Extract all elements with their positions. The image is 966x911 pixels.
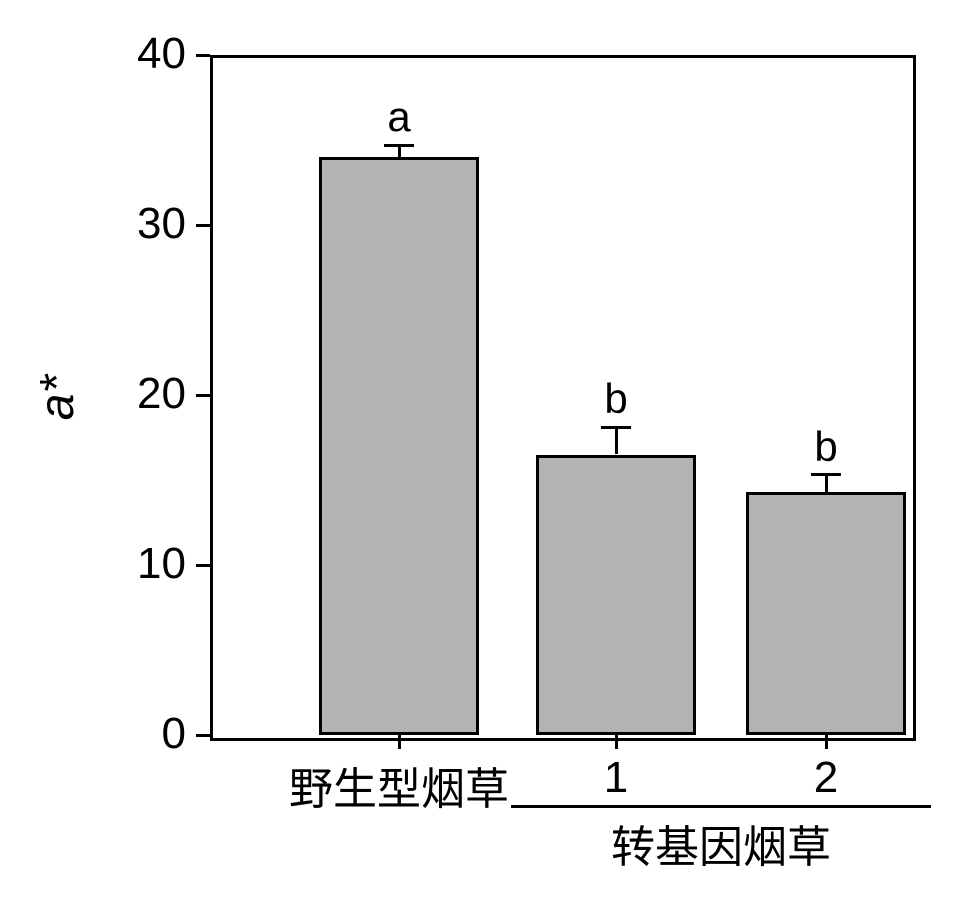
y-tick-mark [196,224,210,227]
significance-letter: b [586,375,646,423]
y-tick-mark [196,54,210,57]
y-axis-label: a* [30,375,85,420]
significance-letter: a [369,93,429,141]
x-axis-label: 2 [786,753,866,803]
group-underline [511,805,931,808]
y-tick-mark [196,564,210,567]
chart-container: a* 0 10 20 30 40 a b b 野生型烟草 1 2 转基因烟草 [0,0,966,911]
error-bar-cap [811,473,841,476]
x-axis-group-label: 转基因烟草 [591,811,851,875]
y-tick-mark [196,394,210,397]
error-bar-cap [384,144,414,147]
x-axis-label: 1 [576,753,656,803]
bar-wild-type [319,157,479,735]
bar-transgenic-1 [536,455,696,736]
y-tick-label: 40 [106,29,186,79]
y-tick-label: 20 [106,369,186,419]
bar-transgenic-2 [746,492,906,735]
error-bar [615,427,618,454]
x-axis-label: 野生型烟草 [269,753,529,817]
error-bar-cap [601,426,631,429]
x-tick-mark [615,735,618,749]
y-tick-label: 30 [106,199,186,249]
x-tick-mark [825,735,828,749]
y-tick-label: 0 [106,709,186,759]
significance-letter: b [796,423,856,471]
y-tick-label: 10 [106,539,186,589]
error-bar [398,145,401,157]
y-tick-mark [196,734,210,737]
x-tick-mark [398,735,401,749]
error-bar [825,475,828,492]
